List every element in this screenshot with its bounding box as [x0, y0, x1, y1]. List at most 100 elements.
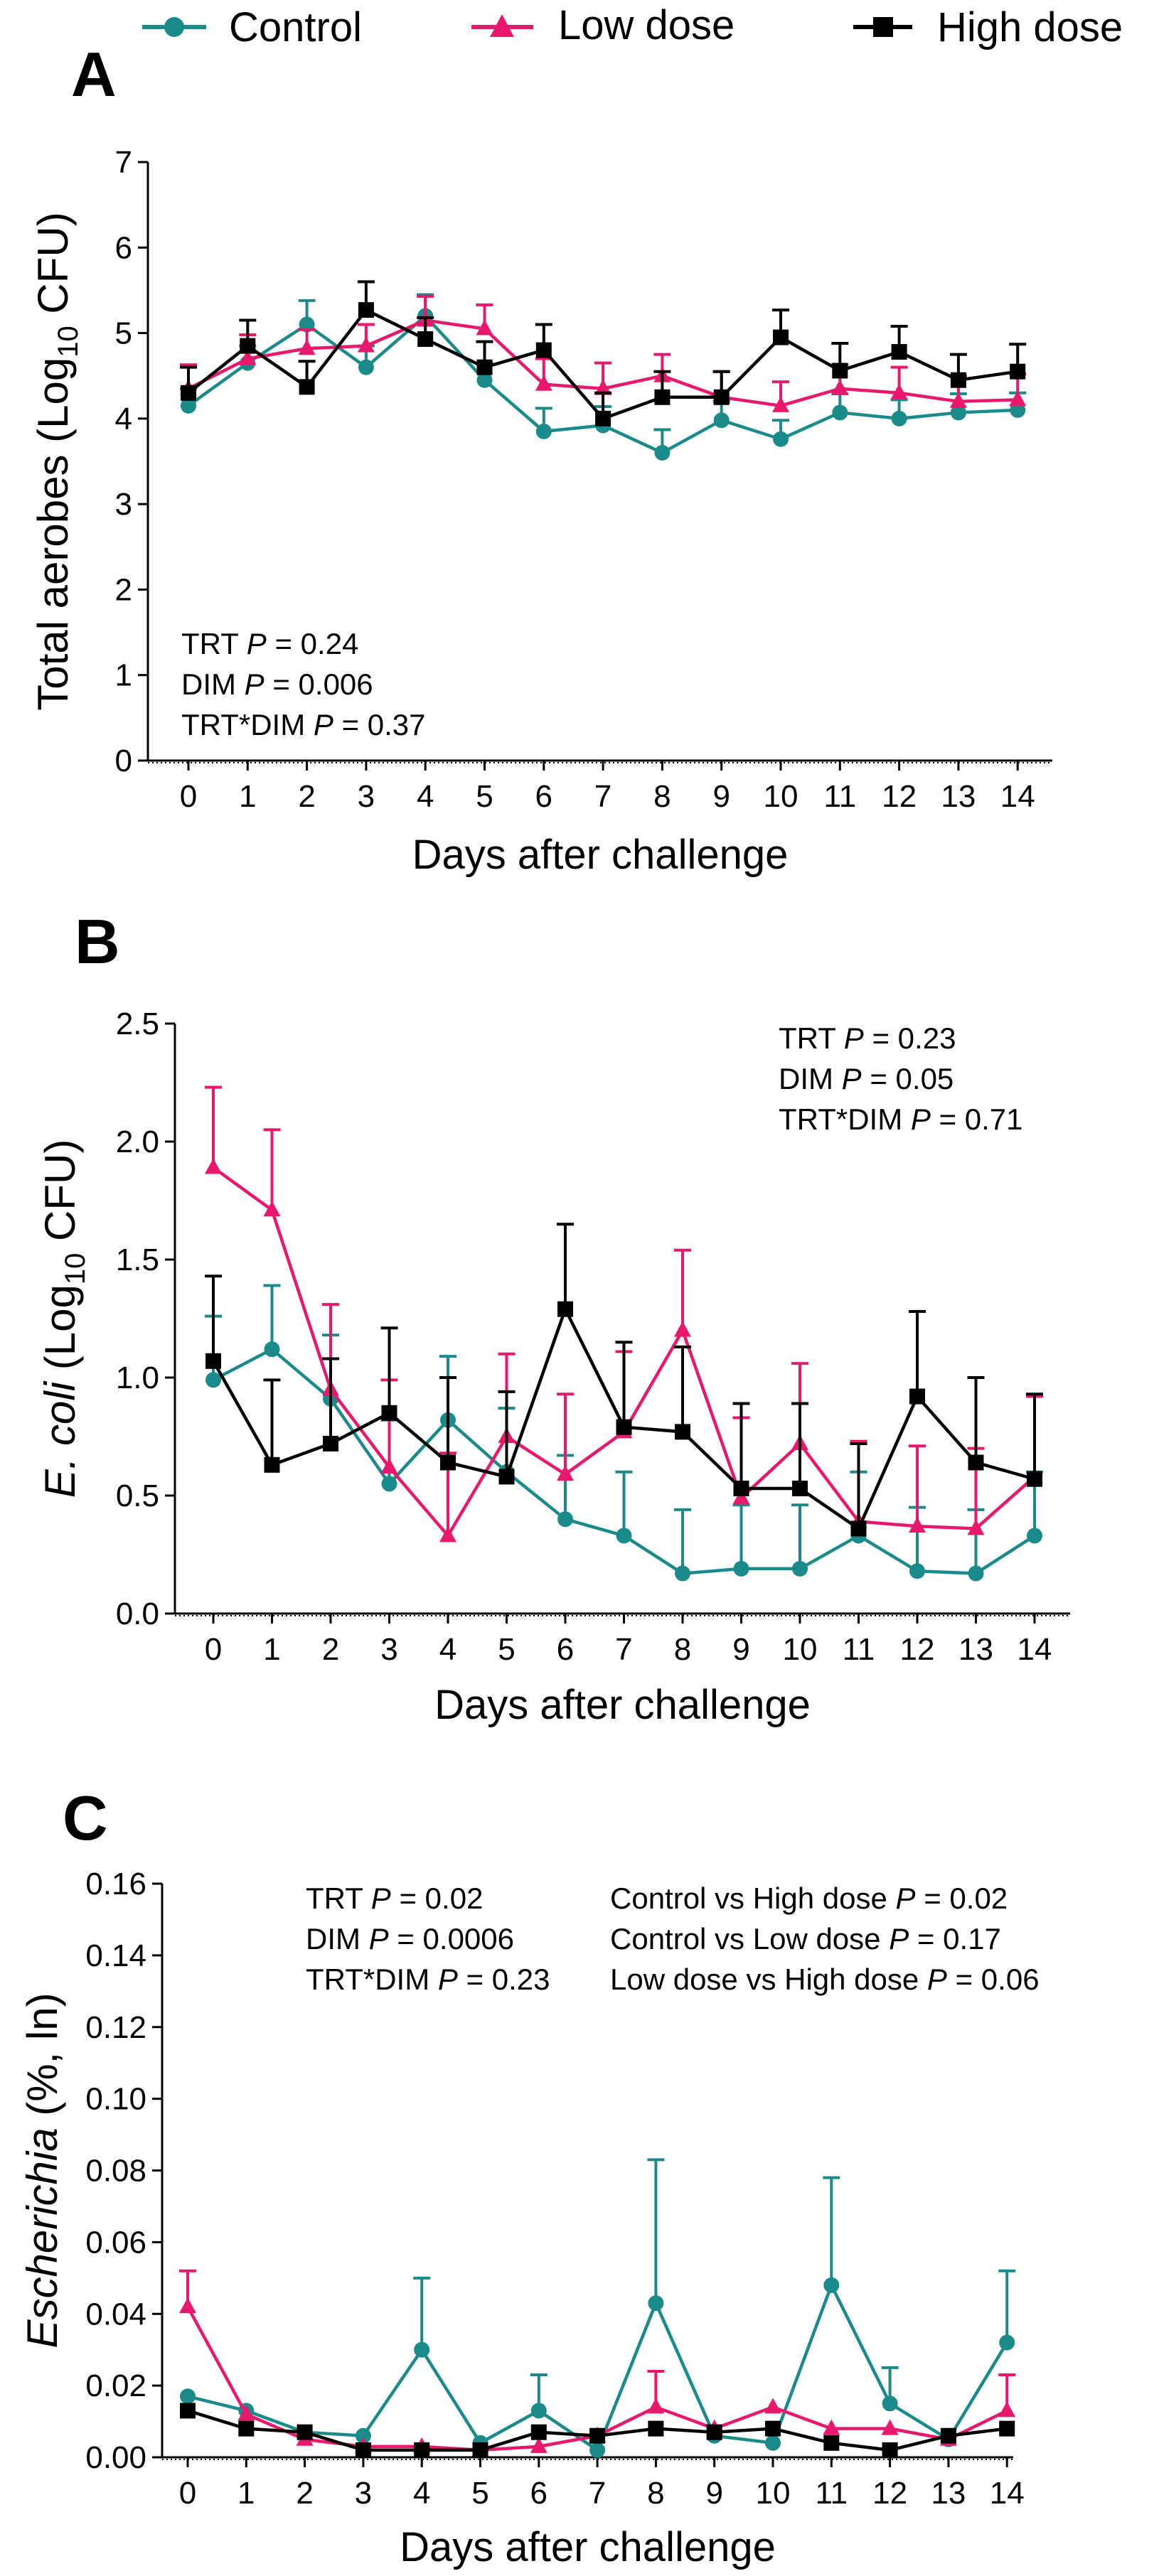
series-high-dose: [180, 280, 1027, 426]
data-point: [594, 379, 612, 395]
stats-annotation: DIM P = 0.0006: [306, 1922, 514, 1955]
legend-marker-control: [164, 17, 184, 37]
data-point: [557, 1465, 574, 1481]
data-point: [530, 2437, 548, 2453]
data-point: [476, 359, 493, 375]
y-tick-label: 0: [115, 744, 132, 778]
y-tick-label: 7: [115, 145, 132, 180]
data-point: [823, 2277, 840, 2293]
stats-annotation: DIM P = 0.006: [181, 667, 373, 701]
panel-b: B0.00.51.01.52.02.50 1 2 3 4 5 6 7 8 9 10 11 12 13 14D…: [36, 906, 1070, 1728]
y-axis-label: E. coli (Log10 CFU): [36, 1139, 91, 1498]
x-tick-label: 2: [322, 1632, 339, 1667]
data-point: [181, 397, 196, 414]
legend-marker-low-dose: [490, 14, 514, 37]
x-tick-label: 3: [380, 1632, 397, 1667]
x-tick-label: 2: [296, 2476, 313, 2511]
y-tick-label: 0.14: [85, 1938, 146, 1973]
data-point: [180, 2388, 196, 2405]
x-tick-label: 10: [764, 779, 799, 814]
x-tick-label: 11: [815, 2476, 848, 2511]
stats-annotation: Control vs Low dose P = 0.17: [610, 1922, 1001, 1955]
data-point: [1027, 1528, 1042, 1544]
y-tick-label: 1.0: [116, 1361, 159, 1395]
y-tick-label: 4: [115, 402, 132, 436]
x-tick-label: 8: [674, 1632, 691, 1667]
data-point: [298, 339, 316, 355]
legend-label-high-dose: High dose: [937, 4, 1123, 50]
data-point: [732, 1488, 750, 1505]
y-tick-label: 3: [115, 487, 132, 522]
data-point: [647, 2398, 665, 2414]
x-tick-label: 3: [358, 779, 375, 814]
data-point: [595, 410, 611, 426]
data-point: [882, 2442, 898, 2458]
data-point: [999, 2420, 1015, 2437]
data-point: [239, 349, 257, 365]
data-point: [355, 2442, 371, 2458]
x-tick-label: 9: [705, 2476, 722, 2511]
x-tick-label: 12: [900, 1632, 935, 1667]
y-axis-label: Escherichia (%, ln): [18, 1992, 66, 2348]
legend: Control Low dose High dose: [142, 2, 1123, 50]
data-point: [440, 1454, 456, 1471]
y-tick-label: 2.5: [116, 1007, 159, 1041]
x-tick-label: 2: [298, 779, 315, 814]
x-tick-label: 14: [1000, 779, 1035, 814]
stats-annotation: Control vs High dose P = 0.02: [610, 1882, 1008, 1915]
data-point: [264, 1341, 280, 1358]
data-point: [773, 329, 789, 345]
data-point: [439, 1526, 456, 1542]
data-point: [414, 2341, 430, 2358]
data-point: [765, 2435, 781, 2451]
x-tick-label: 6: [557, 1632, 574, 1667]
stats-annotation: DIM P = 0.05: [779, 1062, 954, 1095]
data-point: [323, 1435, 338, 1451]
data-point: [237, 2405, 255, 2421]
x-tick-label: 7: [615, 1632, 632, 1667]
data-point: [238, 2420, 255, 2437]
legend-item-low-dose: Low dose: [471, 2, 735, 48]
x-tick-label: 5: [476, 779, 493, 814]
y-tick-label: 0.16: [85, 1867, 146, 1901]
data-point: [968, 1454, 984, 1471]
data-point: [950, 372, 966, 388]
legend-label-control: Control: [229, 4, 362, 50]
data-point: [999, 2334, 1015, 2351]
data-point: [205, 1372, 221, 1388]
y-tick-label: 1: [115, 658, 132, 693]
data-point: [891, 344, 907, 360]
data-point: [882, 2395, 898, 2412]
panel-letter: C: [63, 1783, 108, 1853]
data-point: [648, 2420, 664, 2437]
data-point: [358, 302, 374, 318]
x-tick-label: 12: [882, 779, 917, 814]
x-tick-label: 5: [498, 1632, 515, 1667]
x-tick-label: 10: [756, 2476, 791, 2511]
x-tick-label: 7: [594, 779, 611, 814]
stats-annotation: TRT P = 0.02: [306, 1882, 483, 1915]
data-point: [357, 336, 375, 353]
x-tick-label: 13: [958, 1632, 993, 1667]
data-point: [414, 2442, 430, 2458]
stats-annotation: TRT P = 0.24: [181, 627, 358, 660]
data-point: [530, 2424, 547, 2440]
data-point: [823, 2419, 840, 2435]
data-point: [949, 392, 967, 408]
data-point: [535, 423, 552, 439]
data-point: [733, 1560, 749, 1577]
data-point: [297, 2424, 313, 2440]
x-tick-label: 0: [205, 1632, 222, 1667]
y-tick-label: 0.12: [85, 2010, 146, 2045]
data-point: [733, 1481, 749, 1497]
data-point: [1027, 1471, 1042, 1487]
panel-letter: A: [71, 39, 117, 109]
data-point: [850, 1520, 867, 1537]
x-tick-label: 14: [990, 2476, 1025, 2511]
data-point: [417, 331, 434, 347]
y-tick-label: 0.08: [85, 2154, 146, 2189]
x-tick-label: 9: [732, 1632, 749, 1667]
data-point: [675, 1565, 690, 1582]
